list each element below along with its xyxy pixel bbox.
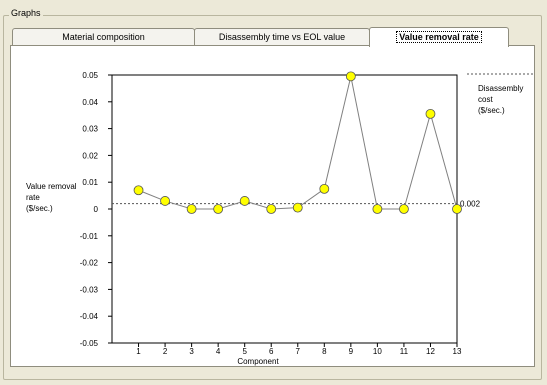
legend-line3: ($/sec.) bbox=[478, 106, 505, 115]
x-axis-label: Component bbox=[237, 357, 279, 366]
tab-label: Material composition bbox=[62, 32, 145, 42]
tab-label: Value removal rate bbox=[396, 31, 482, 43]
x-tick-label: 5 bbox=[242, 347, 247, 356]
legend: Disassembly cost ($/sec.) bbox=[478, 83, 523, 116]
x-tick-label: 7 bbox=[296, 347, 301, 356]
data-point-component-13 bbox=[452, 204, 462, 214]
y-axis-label-line3: ($/sec.) bbox=[26, 204, 53, 213]
y-tick-label: 0 bbox=[94, 205, 99, 214]
reference-value-label: 0.002 bbox=[460, 200, 481, 209]
data-point-component-4 bbox=[213, 204, 224, 214]
data-point-component-1 bbox=[133, 185, 144, 196]
y-tick-label: 0.04 bbox=[82, 98, 98, 107]
y-tick-label: 0.03 bbox=[82, 125, 98, 134]
legend-line1: Disassembly bbox=[478, 84, 524, 93]
data-point-component-11 bbox=[399, 204, 409, 214]
x-tick-label: 9 bbox=[349, 347, 354, 356]
series-line bbox=[138, 76, 458, 210]
x-tick-label: 10 bbox=[373, 347, 382, 356]
y-tick-label: -0.05 bbox=[80, 339, 99, 348]
y-tick-label: 0.05 bbox=[82, 71, 98, 80]
data-point-component-7 bbox=[292, 202, 303, 213]
data-point-component-10 bbox=[372, 204, 383, 214]
legend-line2: cost bbox=[478, 95, 493, 104]
y-tick-label: 0.01 bbox=[82, 178, 98, 187]
x-tick-label: 8 bbox=[322, 347, 327, 356]
y-axis-label-line1: Value removal bbox=[26, 182, 77, 191]
data-point-component-12 bbox=[425, 108, 436, 119]
y-ticks: 0.05 0.04 0.03 0.02 0.01 0 -0.01 -0.02 -0.03 -0.0… bbox=[80, 71, 112, 348]
y-tick-label: 0.02 bbox=[82, 151, 98, 160]
x-tick-label: 2 bbox=[163, 347, 168, 356]
series-markers bbox=[133, 71, 462, 214]
y-tick-label: -0.03 bbox=[80, 285, 99, 294]
x-tick-label: 3 bbox=[189, 347, 194, 356]
graphs-group-title: Graphs bbox=[9, 8, 43, 18]
tab-value-removal-rate[interactable]: Value removal rate bbox=[369, 27, 509, 47]
data-point-component-8 bbox=[319, 183, 330, 194]
x-tick-label: 13 bbox=[453, 347, 462, 356]
y-axis-label: Value removal rate ($/sec.) bbox=[26, 181, 77, 214]
data-point-component-3 bbox=[186, 204, 197, 214]
x-tick-label: 6 bbox=[269, 347, 274, 356]
graph-tabs: Material composition Disassembly time vs… bbox=[12, 27, 532, 47]
x-tick-label: 4 bbox=[216, 347, 221, 356]
x-tick-label: 12 bbox=[426, 347, 435, 356]
data-point-component-2 bbox=[160, 196, 170, 206]
data-point-component-9 bbox=[345, 71, 356, 82]
x-tick-label: 1 bbox=[136, 347, 141, 356]
y-tick-label: -0.01 bbox=[80, 232, 99, 241]
tab-label: Disassembly time vs EOL value bbox=[218, 32, 346, 42]
x-ticks: 1 2 3 4 5 6 7 8 9 10 11 12 13 bbox=[136, 343, 462, 356]
y-tick-label: -0.04 bbox=[80, 312, 99, 321]
y-tick-label: -0.02 bbox=[80, 259, 99, 268]
graphs-groupbox bbox=[3, 15, 542, 380]
data-point-component-6 bbox=[266, 204, 277, 214]
y-axis-label-line2: rate bbox=[26, 193, 40, 202]
data-point-component-5 bbox=[239, 196, 250, 206]
x-tick-label: 11 bbox=[400, 347, 409, 356]
